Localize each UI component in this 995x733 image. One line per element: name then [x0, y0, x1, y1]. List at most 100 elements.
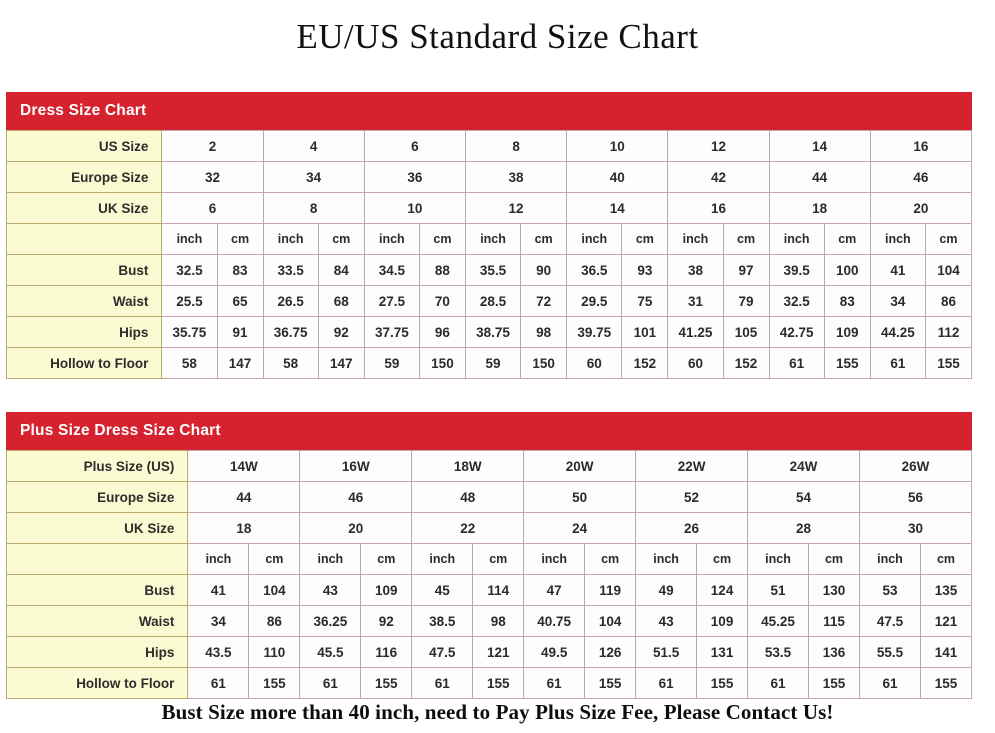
plus-inch-cell: 51 — [747, 574, 810, 606]
row-label: Europe Size — [5, 481, 189, 513]
plus-cm-cell: 126 — [584, 636, 637, 668]
standard-size-cell: 32 — [161, 161, 264, 193]
table-row: Hollow to Floor 61 155 61 155 61 155 61 155 61 155… — [5, 667, 973, 699]
standard-inch-cell: 33.5 — [262, 254, 319, 286]
standard-inch-cell: 41 — [869, 254, 926, 286]
standard-size-cell: 6 — [363, 130, 466, 162]
plus-cm-cell: 155 — [472, 667, 525, 699]
standard-inch-cell: 59 — [464, 347, 522, 379]
standard-inch-cell: 39.75 — [566, 316, 623, 348]
plus-cm-cell: 114 — [472, 574, 525, 606]
standard-cm-cell: 98 — [520, 316, 568, 348]
unit-cm-header: cm — [919, 543, 973, 575]
row-label: Hips — [5, 636, 189, 668]
standard-inch-cell: 32.5 — [768, 285, 825, 317]
plus-inch-cell: 36.25 — [299, 605, 362, 637]
plus-chart-banner: Plus Size Dress Size Chart — [6, 412, 972, 450]
standard-inch-cell: 37.75 — [363, 316, 420, 348]
standard-inch-cell: 38.75 — [464, 316, 522, 348]
plus-size-cell: 22 — [411, 512, 525, 544]
row-label: Plus Size (US) — [5, 450, 189, 482]
standard-cm-cell: 86 — [924, 285, 973, 317]
standard-inch-cell: 38 — [667, 254, 724, 286]
plus-size-cell: 56 — [858, 481, 973, 513]
plus-inch-cell: 40.75 — [523, 605, 586, 637]
plus-size-cell: 22W — [635, 450, 749, 482]
unit-inch-header: inch — [635, 543, 698, 575]
standard-inch-cell: 34.5 — [363, 254, 420, 286]
row-label: Waist — [5, 285, 163, 317]
row-label: Waist — [5, 605, 189, 637]
plus-inch-cell: 61 — [411, 667, 474, 699]
standard-size-cell: 14 — [768, 130, 871, 162]
standard-cm-cell: 93 — [621, 254, 669, 286]
plus-cm-cell: 155 — [584, 667, 637, 699]
standard-cm-cell: 147 — [317, 347, 365, 379]
plus-size-cell: 24 — [523, 512, 637, 544]
standard-size-cell: 4 — [262, 130, 365, 162]
plus-size-cell: 20W — [523, 450, 637, 482]
standard-size-cell: 8 — [464, 130, 568, 162]
unit-cm-header: cm — [924, 223, 973, 255]
plus-size-cell: 48 — [411, 481, 525, 513]
plus-cm-cell: 155 — [248, 667, 301, 699]
row-label: US Size — [5, 130, 163, 162]
standard-size-cell: 34 — [262, 161, 365, 193]
unit-cm-header: cm — [520, 223, 568, 255]
plus-cm-cell: 155 — [808, 667, 860, 699]
unit-inch-header: inch — [523, 543, 586, 575]
row-label: UK Size — [5, 192, 163, 224]
standard-cm-cell: 79 — [722, 285, 770, 317]
standard-size-cell: 16 — [667, 192, 770, 224]
table-row: Waist 25.5 65 26.5 68 27.5 70 28.5 72 29.5 75 31 79 3… — [5, 285, 973, 317]
standard-cm-cell: 104 — [924, 254, 973, 286]
standard-inch-cell: 44.25 — [869, 316, 926, 348]
standard-inch-cell: 32.5 — [161, 254, 218, 286]
plus-cm-cell: 121 — [472, 636, 525, 668]
row-label: Hollow to Floor — [5, 667, 189, 699]
unit-inch-header: inch — [858, 543, 921, 575]
standard-cm-cell: 84 — [317, 254, 365, 286]
standard-size-cell: 16 — [869, 130, 973, 162]
standard-size-cell: 46 — [869, 161, 973, 193]
plus-size-cell: 28 — [747, 512, 860, 544]
plus-cm-cell: 155 — [360, 667, 413, 699]
row-label-blank — [5, 543, 189, 575]
plus-inch-cell: 45 — [411, 574, 474, 606]
table-row: UK Size 18 20 22 24 26 28 30 — [5, 512, 973, 544]
unit-cm-header: cm — [317, 223, 365, 255]
plus-cm-cell: 121 — [919, 605, 973, 637]
standard-size-cell: 14 — [566, 192, 669, 224]
standard-inch-cell: 27.5 — [363, 285, 420, 317]
standard-inch-cell: 59 — [363, 347, 420, 379]
plus-size-cell: 18 — [187, 512, 301, 544]
plus-size-cell: 26 — [635, 512, 749, 544]
standard-cm-cell: 83 — [216, 254, 264, 286]
unit-inch-header: inch — [262, 223, 319, 255]
standard-inch-cell: 36.75 — [262, 316, 319, 348]
unit-inch-header: inch — [768, 223, 825, 255]
plus-size-table: Plus Size (US) 14W 16W 18W 20W 22W 24W 26W Europ… — [5, 450, 973, 699]
standard-cm-cell: 109 — [823, 316, 871, 348]
standard-cm-cell: 101 — [621, 316, 669, 348]
table-row: UK Size 6 8 10 12 14 16 18 20 — [5, 192, 973, 224]
plus-cm-cell: 135 — [919, 574, 973, 606]
row-label-blank — [5, 223, 163, 255]
row-label: Hips — [5, 316, 163, 348]
standard-inch-cell: 36.5 — [566, 254, 623, 286]
plus-size-cell: 14W — [187, 450, 301, 482]
row-label: Bust — [5, 254, 163, 286]
plus-inch-cell: 61 — [747, 667, 810, 699]
unit-cm-header: cm — [823, 223, 871, 255]
table-row: Bust 41 104 43 109 45 114 47 119 49 124 51 130 53 135 — [5, 574, 973, 606]
plus-cm-cell: 130 — [808, 574, 860, 606]
standard-inch-cell: 31 — [667, 285, 724, 317]
standard-cm-cell: 147 — [216, 347, 264, 379]
table-row: Waist 34 86 36.25 92 38.5 98 40.75 104 43 109 45.25… — [5, 605, 973, 637]
row-label: Europe Size — [5, 161, 163, 193]
standard-size-cell: 20 — [869, 192, 973, 224]
plus-size-cell: 44 — [187, 481, 301, 513]
standard-inch-cell: 58 — [161, 347, 218, 379]
plus-inch-cell: 41 — [187, 574, 250, 606]
